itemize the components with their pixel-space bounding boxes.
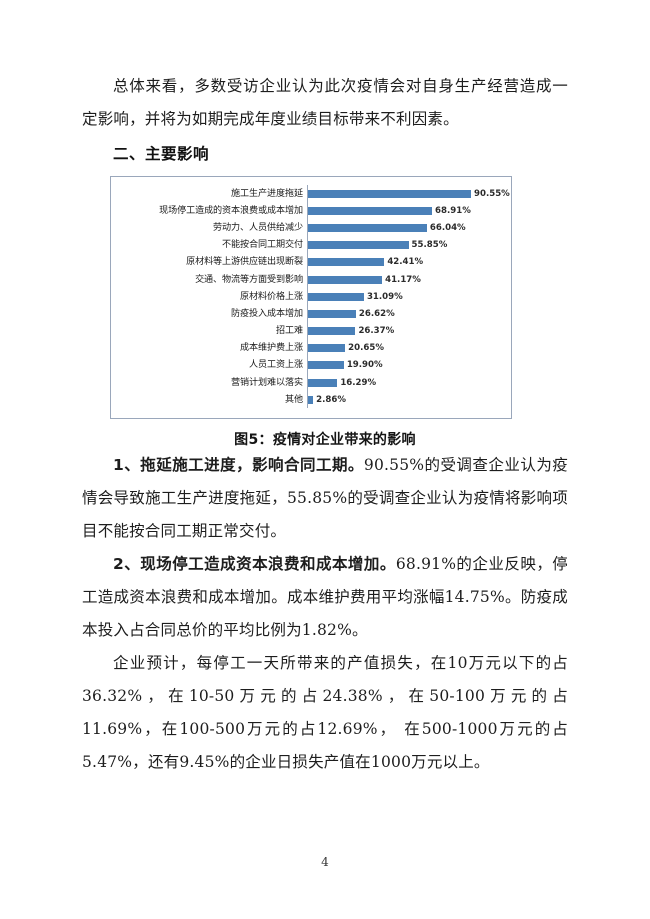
section-heading: 二、主要影响 (113, 145, 210, 163)
paragraph-2-lead: 2、现场停工造成资本浪费和成本增加。 (113, 555, 396, 574)
chart-bar-row: 成本维护费上涨 20.65% (115, 339, 507, 357)
chart-category-label: 现场停工造成的资本浪费或成本增加 (159, 205, 303, 216)
chart-value-label: 68.91% (435, 205, 471, 216)
chart-bar-row: 劳动力、人员供给减少 66.04% (115, 219, 507, 237)
chart-category-label: 原材料价格上涨 (240, 291, 303, 302)
chart-value-label: 16.29% (340, 377, 377, 388)
chart-bar-area: 19.90% (307, 356, 507, 375)
chart-bar-row: 招工难 26.37% (115, 322, 507, 340)
chart-value-label: 19.90% (346, 360, 383, 371)
chart-bar-area: 16.29% (307, 374, 507, 392)
paragraph-1-body: 90.55%的受调查企业认为疫情会导致施工生产进度拖延，55.85%的受调查企业… (82, 456, 568, 541)
chart-bar-row: 原材料价格上涨 31.09% (115, 288, 507, 306)
figure-chart: 施工生产进度拖延 90.55% 现场停工造成的资本浪费或成本增加 68.91% 劳动力、… (82, 176, 568, 449)
chart-bar (308, 223, 427, 232)
chart-category-label: 其他 (285, 394, 303, 405)
chart-category-label: 成本维护费上涨 (240, 343, 303, 354)
chart-bar (308, 189, 471, 198)
chart-value-label: 90.55% (473, 188, 510, 199)
figure-caption: 图5：疫情对企业带来的影响 (234, 432, 416, 449)
chart-bar-area: 20.65% (307, 339, 507, 357)
chart-bar-row: 防疫投入成本增加 26.62% (115, 305, 507, 323)
chart-category-label: 人员工资上涨 (249, 360, 303, 371)
chart-bar (308, 275, 383, 284)
chart-bar-row: 其他 2.86% (115, 391, 507, 409)
chart-bar (308, 344, 346, 353)
chart-bar-row: 现场停工造成的资本浪费或成本增加 68.91% (115, 202, 507, 220)
chart-bar-row: 施工生产进度拖延 90.55% (115, 185, 510, 203)
chart-bar-row: 人员工资上涨 19.90% (115, 356, 507, 375)
chart-bar (308, 309, 356, 318)
chart-bar-area: 66.04% (307, 219, 507, 237)
chart-bar-row: 原材料等上游供应链出现断裂 42.41% (115, 253, 507, 271)
chart-bar-area: 68.91% (307, 202, 507, 220)
chart-value-label: 2.86% (316, 394, 346, 405)
chart-bar-row: 交通、物流等方面受到影响 41.17% (115, 270, 507, 289)
chart-rows: 施工生产进度拖延 90.55% 现场停工造成的资本浪费或成本增加 68.91% 劳动力、… (115, 185, 510, 409)
chart-value-label: 26.37% (358, 326, 395, 337)
chart-value-label: 66.04% (429, 222, 466, 233)
chart-bar (308, 241, 409, 250)
page-content: 总体来看，多数受访企业认为此次疫情会对自身生产经营造成一定影响，并将为如期完成年… (82, 70, 568, 779)
chart-category-label: 营销计划难以落实 (231, 377, 303, 388)
intro-paragraph: 总体来看，多数受访企业认为此次疫情会对自身生产经营造成一定影响，并将为如期完成年… (82, 77, 568, 128)
chart-value-label: 20.65% (348, 343, 384, 354)
chart-category-label: 原材料等上游供应链出现断裂 (186, 257, 303, 268)
paragraph-3: 企业预计，每停工一天所带来的产值损失，在10万元以下的占36.32%，在10-5… (82, 654, 568, 772)
chart-frame: 施工生产进度拖延 90.55% 现场停工造成的资本浪费或成本增加 68.91% 劳动力、… (110, 176, 512, 420)
chart-bar-area: 31.09% (307, 288, 507, 306)
chart-category-label: 不能按合同工期交付 (222, 240, 303, 251)
chart-category-label: 交通、物流等方面受到影响 (195, 274, 303, 285)
chart-value-label: 55.85% (411, 240, 448, 251)
chart-category-label: 招工难 (276, 326, 303, 337)
chart-value-label: 41.17% (385, 274, 421, 285)
paragraph-2-body: 68.91%的企业反映，停工造成资本浪费和成本增加。成本维护费用平均涨幅14.7… (82, 555, 568, 640)
chart-bar (308, 206, 433, 215)
chart-bar-area: 26.37% (307, 322, 507, 340)
chart-bar (308, 361, 344, 370)
chart-category-label: 防疫投入成本增加 (231, 308, 303, 319)
chart-bar (308, 292, 364, 301)
chart-bar-area: 41.17% (307, 270, 507, 289)
chart-category-label: 劳动力、人员供给减少 (213, 222, 303, 233)
paragraph-1: 1、拖延施工进度，影响合同工期。90.55%的受调查企业认为疫情会导致施工生产进… (82, 449, 568, 548)
chart-bar-row: 不能按合同工期交付 55.85% (115, 236, 507, 254)
paragraph-1-lead: 1、拖延施工进度，影响合同工期。 (113, 456, 364, 475)
chart-bar-area: 55.85% (307, 236, 507, 254)
chart-category-label: 施工生产进度拖延 (231, 188, 303, 199)
chart-bar-area: 2.86% (307, 391, 507, 409)
chart-bar (308, 378, 338, 387)
chart-bar (308, 258, 385, 267)
chart-value-label: 26.62% (358, 308, 395, 319)
chart-bar-area: 26.62% (307, 305, 507, 323)
paragraph-2: 2、现场停工造成资本浪费和成本增加。68.91%的企业反映，停工造成资本浪费和成… (82, 548, 568, 647)
chart-bar-area: 90.55% (307, 185, 510, 203)
page-number: 4 (321, 855, 329, 869)
chart-bar-row: 营销计划难以落实 16.29% (115, 374, 507, 392)
chart-bar (308, 327, 356, 336)
chart-value-label: 31.09% (366, 291, 403, 302)
chart-bar (308, 395, 314, 404)
chart-value-label: 42.41% (387, 257, 424, 268)
chart-bar-area: 42.41% (307, 253, 507, 271)
